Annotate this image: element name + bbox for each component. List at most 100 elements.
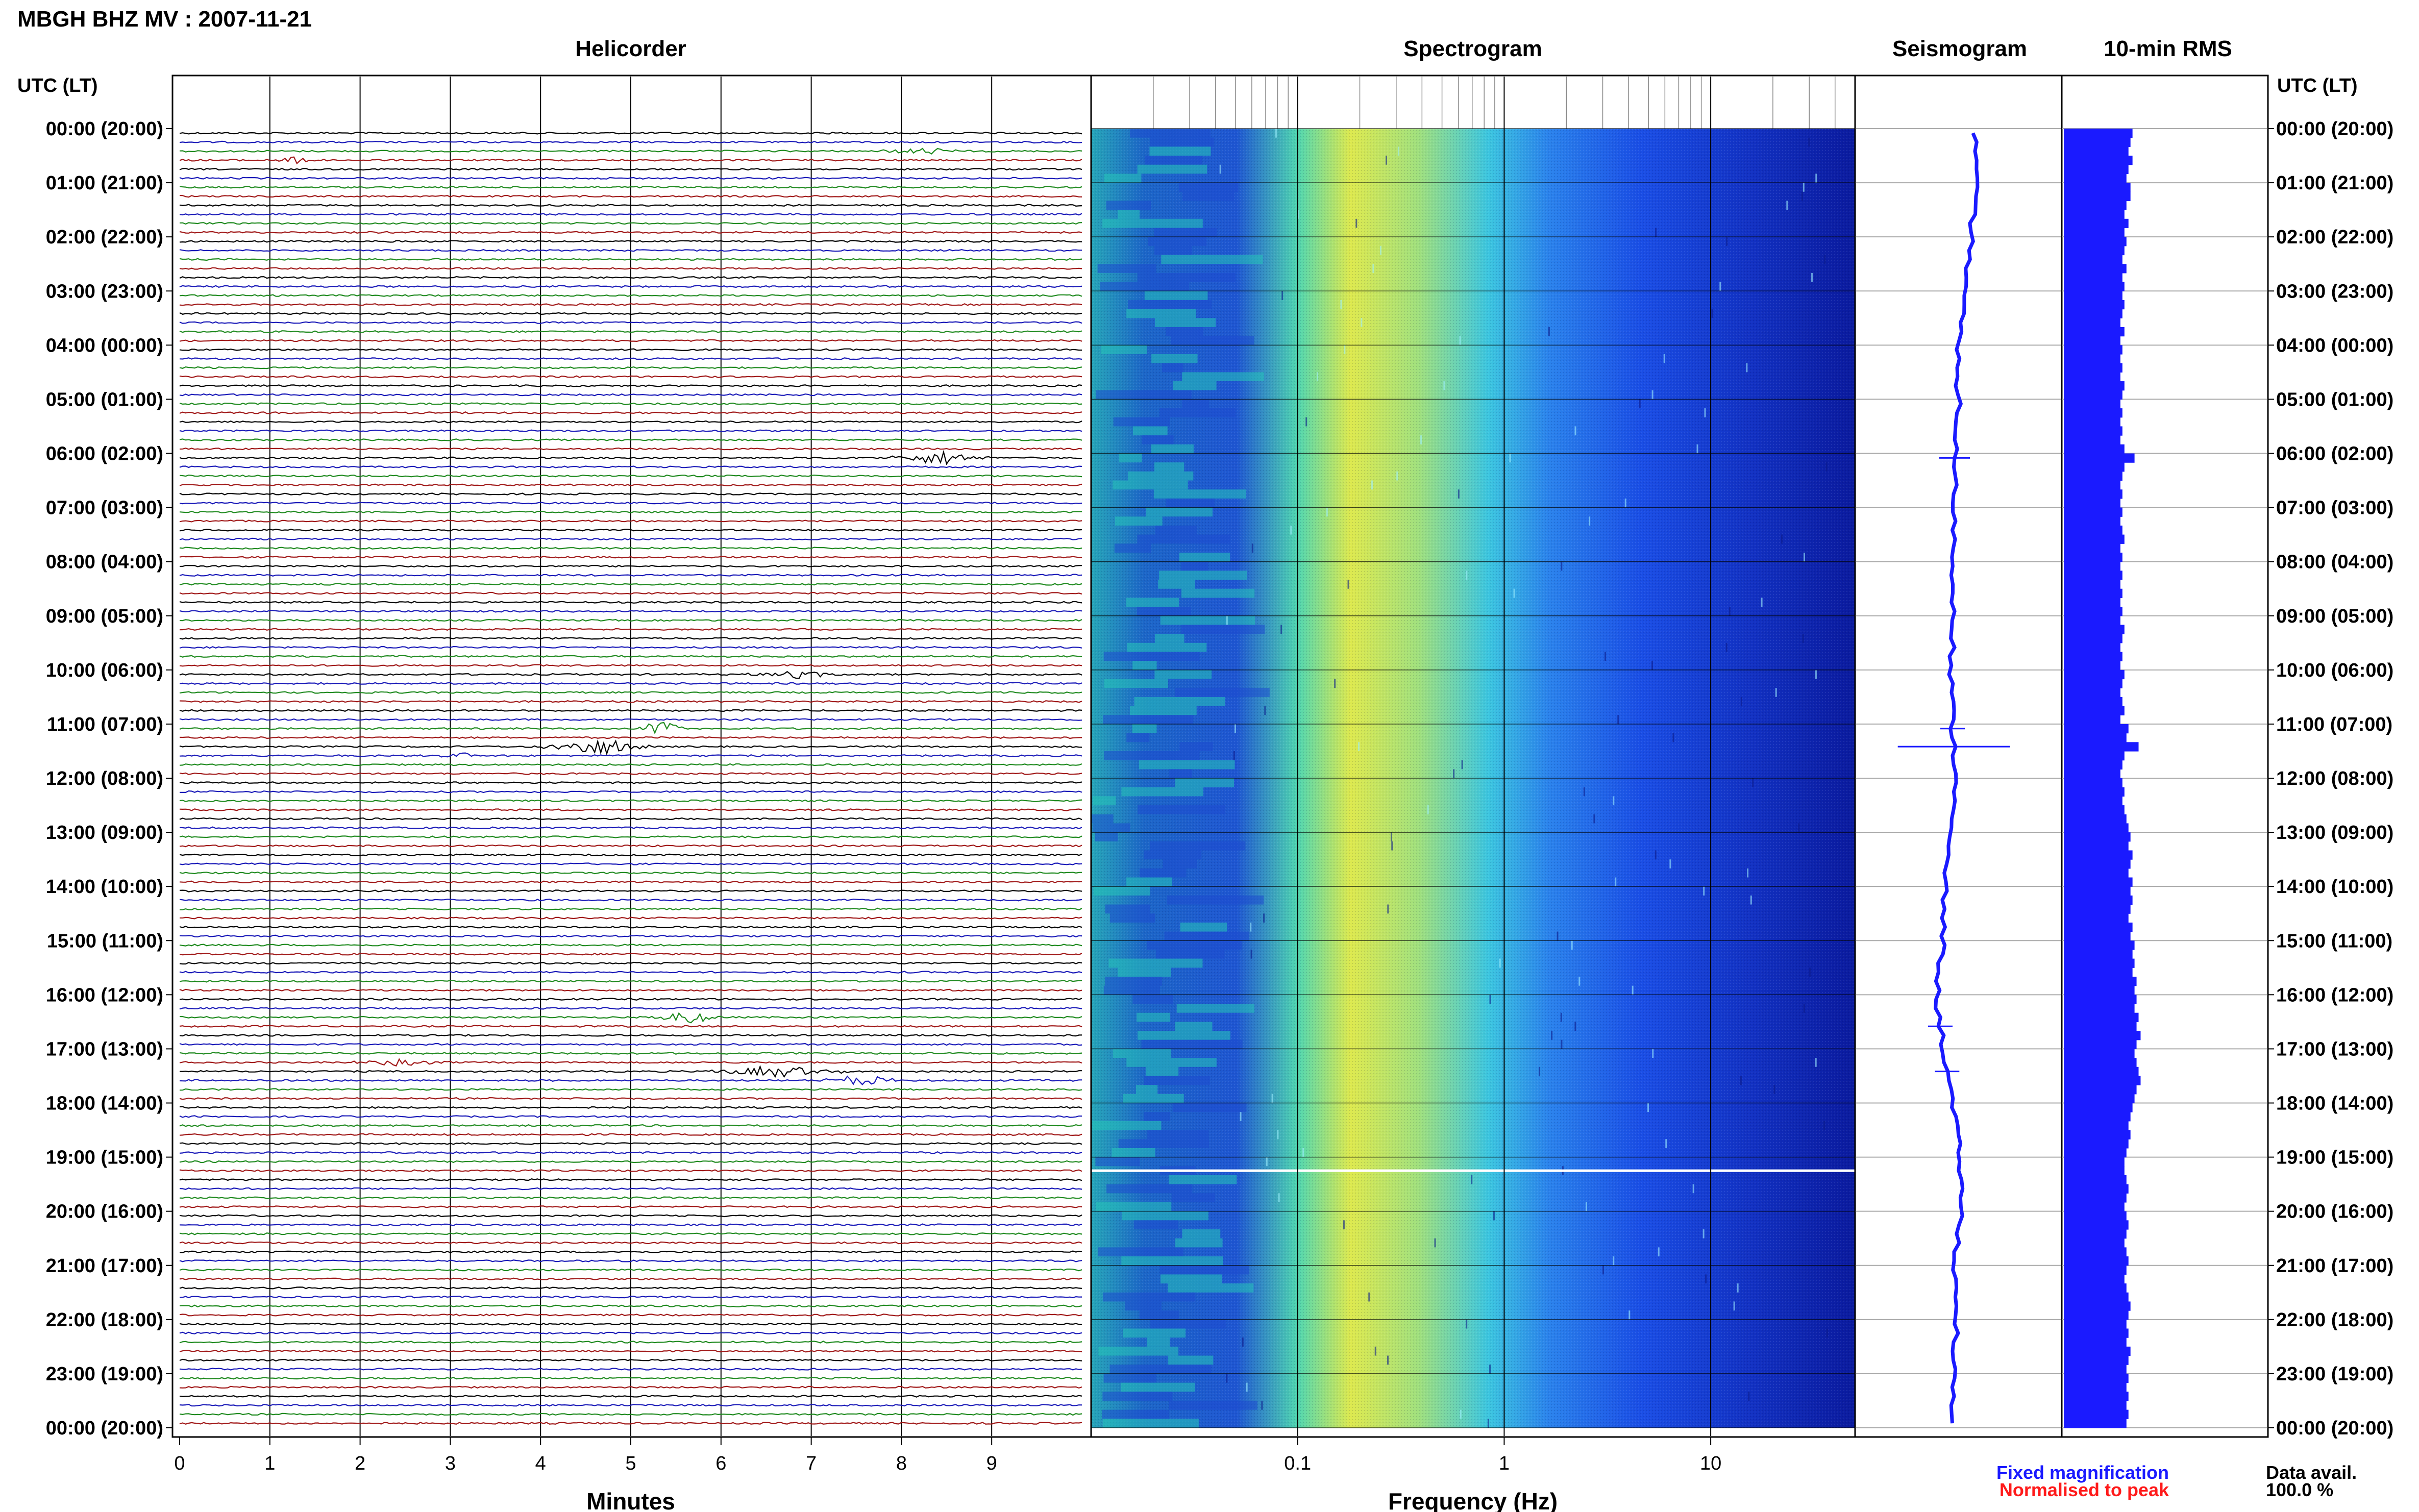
helicorder-trace	[179, 1058, 1082, 1067]
helicorder-trace	[179, 357, 1082, 360]
spectrogram-streak	[1374, 1346, 1376, 1356]
spectrogram-cell	[1127, 471, 1194, 481]
helicorder-trace	[179, 366, 1082, 369]
helicorder-trace	[179, 844, 1082, 848]
spectrogram-streak	[1823, 1121, 1825, 1130]
rms-bar	[2064, 607, 2122, 616]
spectrogram-streak	[1420, 435, 1422, 444]
spectrogram-cell	[1118, 210, 1140, 219]
spectrogram-cell	[1178, 183, 1239, 192]
spectrogram-cell	[1154, 228, 1217, 237]
rms-bar	[2064, 1067, 2139, 1077]
helicorder-trace	[179, 167, 1082, 171]
helicorder-trace	[179, 722, 1082, 735]
left-hour-label: 16:00 (12:00)	[46, 984, 163, 1006]
helicorder-trace	[179, 147, 1082, 155]
helicorder-trace	[179, 375, 1082, 378]
spectrogram-cell	[1091, 814, 1114, 824]
helicorder-trace	[179, 1214, 1082, 1218]
spectrogram-streak	[1733, 1301, 1735, 1311]
helicorder-trace	[179, 156, 1082, 165]
right-hour-label: 09:00 (05:00)	[2276, 606, 2393, 627]
helicorder-trace	[179, 483, 1082, 487]
spectrogram-cell	[1139, 760, 1235, 770]
minutes-tick-label: 5	[625, 1453, 636, 1474]
rms-bar	[2064, 1419, 2127, 1428]
spectrogram-cell	[1182, 399, 1210, 409]
helicorder-trace	[179, 591, 1082, 595]
rms-bar	[2064, 995, 2137, 1004]
helicorder-trace	[179, 1341, 1082, 1344]
helicorder-trace	[180, 916, 1082, 920]
helicorder-trace	[179, 1331, 1082, 1335]
rms-bar	[2064, 580, 2120, 589]
rms-bar	[2064, 1076, 2141, 1085]
left-hour-label: 00:00 (20:00)	[46, 1418, 163, 1439]
right-hour-label: 14:00 (10:00)	[2276, 876, 2393, 898]
spectrogram-streak	[1725, 642, 1727, 652]
helicorder-trace	[179, 671, 1082, 679]
rms-bar	[2064, 796, 2122, 806]
rms-bar	[2064, 679, 2122, 688]
rms-bar	[2064, 345, 2122, 355]
rms-bar	[2064, 832, 2131, 842]
left-hour-label: 23:00 (19:00)	[46, 1364, 163, 1385]
right-hour-label: 12:00 (08:00)	[2276, 768, 2393, 789]
spectrogram-streak	[1368, 1292, 1370, 1302]
spectrogram-cell	[1164, 931, 1249, 941]
spectrogram-cell	[1171, 1193, 1215, 1202]
rms-bar	[2064, 968, 2133, 977]
rms-bar	[2064, 841, 2129, 851]
helicorder-trace	[179, 1377, 1082, 1380]
spectrogram-cell	[1155, 525, 1197, 535]
rms-bar	[2064, 489, 2122, 499]
helicorder-trace	[179, 618, 1082, 622]
spectrogram-cell	[1105, 904, 1150, 914]
helicorder-trace	[179, 799, 1082, 802]
rms-panel	[2061, 75, 2269, 1438]
right-hour-label: 19:00 (15:00)	[2276, 1147, 2393, 1169]
rms-bar	[2064, 805, 2125, 815]
left-hour-label: 17:00 (13:00)	[46, 1038, 163, 1060]
rms-bar	[2064, 255, 2122, 264]
helicorder-trace	[179, 510, 1082, 514]
spectrogram-cell	[1179, 742, 1213, 751]
rms-bar	[2064, 1049, 2135, 1058]
rms-bar	[2064, 561, 2120, 571]
minutes-tick-label: 1	[264, 1453, 275, 1474]
helicorder-trace	[179, 492, 1082, 495]
rms-bar	[2064, 444, 2125, 454]
helicorder-trace	[179, 528, 1082, 532]
spectrogram-streak	[1461, 760, 1463, 770]
spectrogram-cell	[1145, 1067, 1179, 1076]
spectrogram-cell	[1100, 282, 1189, 291]
minutes-axis: 0 1 2 3 4 5 6 7 8 9	[174, 1437, 997, 1474]
spectrogram-cell	[1142, 435, 1174, 444]
rms-bar	[2064, 886, 2131, 896]
rms-bar	[2064, 733, 2127, 742]
spectrogram-cell	[1104, 173, 1142, 183]
spectrogram-streak	[1585, 1202, 1587, 1211]
spectrogram-streak	[1617, 715, 1619, 724]
spectrogram-streak	[1574, 426, 1576, 436]
spectrogram-cell	[1126, 309, 1196, 318]
rms-bar	[2064, 146, 2129, 156]
rms-bar	[2064, 264, 2127, 274]
rms-bar	[2064, 336, 2120, 345]
spectrogram-cell	[1138, 1031, 1230, 1040]
spectrogram-cell	[1109, 913, 1155, 923]
rms-bar	[2064, 156, 2133, 165]
spectrogram-cell	[1102, 1292, 1196, 1302]
spectrogram-cell	[1179, 552, 1230, 562]
right-time-axis: 00:00 (20:00) 01:00 (21:00) 02:00 (22:00) 0…	[2268, 118, 2393, 1439]
minutes-tick-label: 8	[896, 1453, 907, 1474]
helicorder-trace	[179, 736, 1082, 739]
rms-bar	[2064, 498, 2120, 508]
rms-bar	[2064, 1238, 2125, 1248]
spectrogram-streak	[1719, 282, 1721, 291]
rms-bar	[2064, 760, 2122, 770]
helicorder-trace	[179, 953, 1082, 956]
rms-bar	[2064, 354, 2120, 364]
spectrogram-cell	[1104, 679, 1168, 688]
rms-bar	[2064, 272, 2122, 283]
